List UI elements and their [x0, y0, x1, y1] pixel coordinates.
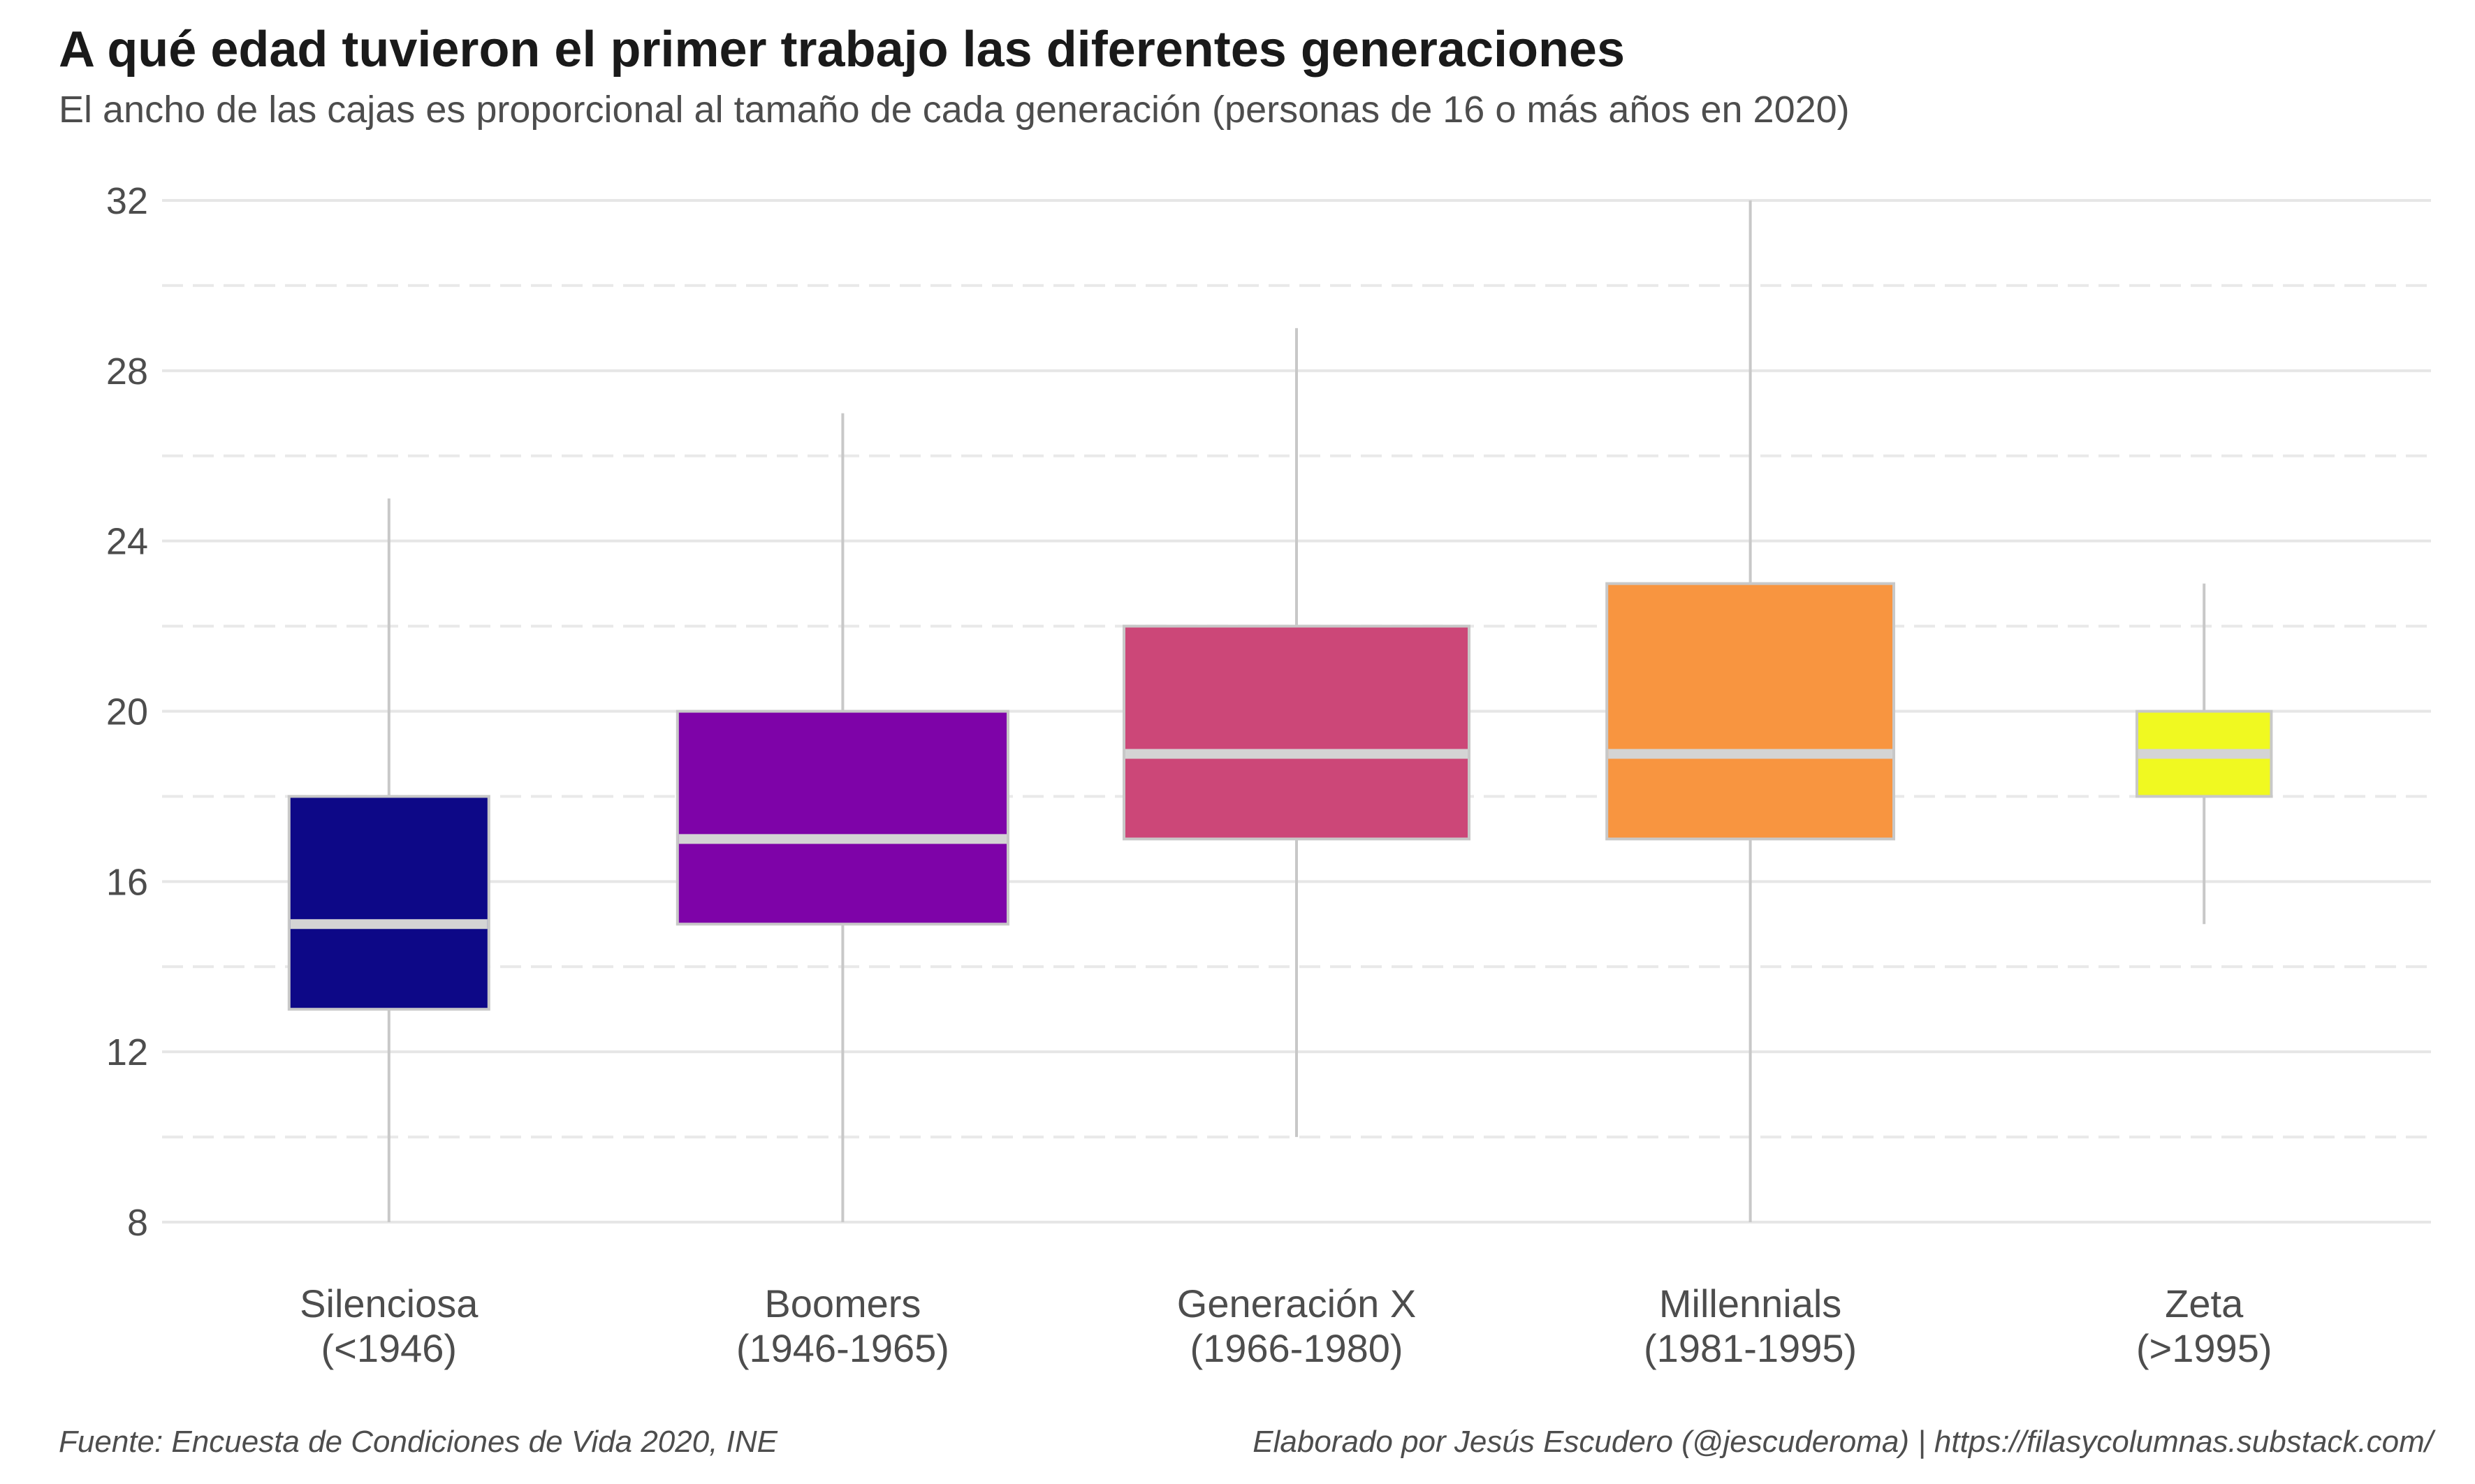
x-category-label: Generación X [1177, 1281, 1416, 1325]
y-tick-label: 32 [106, 180, 148, 222]
x-category-label: Millennials [1659, 1281, 1841, 1325]
x-category-years-label: (1946-1965) [736, 1326, 949, 1370]
x-category-years-label: (1981-1995) [1644, 1326, 1857, 1370]
y-tick-label: 12 [106, 1031, 148, 1073]
x-category-years-label: (<1946) [321, 1326, 458, 1370]
x-category-label: Boomers [764, 1281, 921, 1325]
chart-subtitle: El ancho de las cajas es proporcional al… [59, 89, 1850, 131]
y-tick-label: 8 [127, 1202, 148, 1244]
y-tick-label: 28 [106, 351, 148, 392]
box-1 [287, 795, 490, 1011]
x-category-years-label: (1966-1980) [1190, 1326, 1403, 1370]
source-caption: Fuente: Encuesta de Condiciones de Vida … [59, 1425, 777, 1459]
box-3 [1123, 624, 1470, 841]
x-category-label: Silenciosa [300, 1281, 479, 1325]
credit-caption: Elaborado por Jesús Escudero (@jescudero… [1253, 1425, 2433, 1459]
chart-title: A qué edad tuvieron el primer trabajo la… [59, 22, 1626, 78]
y-tick-label: 16 [106, 861, 148, 903]
y-tick-label: 20 [106, 691, 148, 733]
y-tick-label: 24 [106, 521, 148, 563]
x-category-years-label: (>1995) [2136, 1326, 2272, 1370]
box-2 [676, 710, 1009, 926]
box-4 [1605, 582, 1895, 841]
x-category-label: Zeta [2165, 1281, 2244, 1325]
